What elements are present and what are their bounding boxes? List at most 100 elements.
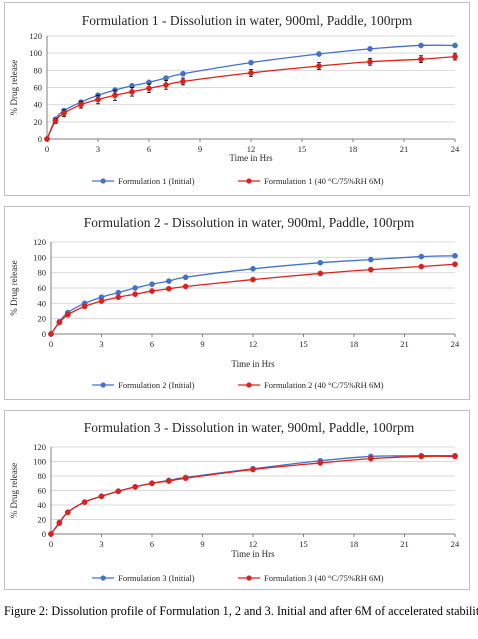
data-point <box>163 82 169 88</box>
data-point <box>418 56 424 63</box>
legend-marker <box>246 178 252 184</box>
x-axis-label: Time in Hrs <box>231 359 275 369</box>
data-point <box>64 509 71 516</box>
chart-svg-2: Formulation 2 - Dissolution in water, 90… <box>9 215 460 390</box>
x-tick-label: 6 <box>150 539 154 549</box>
y-tick-label: 0 <box>42 529 46 539</box>
legend-marker <box>246 575 252 581</box>
data-point <box>367 58 373 65</box>
x-tick-label: 21 <box>400 339 409 349</box>
data-point <box>64 311 71 318</box>
data-point <box>48 531 54 537</box>
data-point <box>248 59 254 66</box>
series-initial <box>44 42 458 142</box>
series-line <box>46 44 456 140</box>
chart-panel-formulation-2: Formulation 2 - Dissolution in water, 90… <box>4 206 470 400</box>
y-tick-label: 120 <box>29 31 42 41</box>
y-tick-label: 60 <box>34 83 43 93</box>
x-tick-label: 12 <box>249 539 258 549</box>
data-point <box>98 493 105 500</box>
x-tick-label: 3 <box>99 339 103 349</box>
data-point <box>115 294 122 301</box>
data-point <box>317 270 324 277</box>
data-point <box>44 136 50 142</box>
data-point <box>248 70 254 76</box>
data-point <box>163 75 169 81</box>
data-point <box>149 480 155 487</box>
x-tick-label: 6 <box>150 339 154 349</box>
x-axis-label: Time in Hrs <box>229 153 273 163</box>
data-point <box>165 478 172 484</box>
data-point <box>129 88 135 95</box>
legend-label: Formulation 3 (Initial) <box>118 573 195 583</box>
figure-caption: Figure 2: Dissolution profile of Formula… <box>4 604 478 618</box>
y-tick-label: 100 <box>29 48 42 58</box>
chart-svg-1: Formulation 1 - Dissolution in water, 90… <box>9 13 460 186</box>
legend-marker <box>100 178 106 184</box>
data-point <box>452 453 458 460</box>
y-tick-label: 20 <box>38 314 47 324</box>
y-tick-label: 100 <box>33 457 46 467</box>
x-tick-label: 24 <box>451 339 460 349</box>
data-point <box>180 78 186 85</box>
data-point <box>146 85 152 92</box>
data-point <box>418 453 425 460</box>
data-point <box>317 460 324 466</box>
y-axis-label: % Drug release <box>9 463 19 518</box>
data-point <box>367 266 374 273</box>
x-tick-label: 15 <box>299 539 308 549</box>
x-tick-label: 3 <box>96 144 100 154</box>
data-point <box>452 42 458 49</box>
legend-label: Formulation 2 (40 °C/75%RH 6M) <box>264 380 384 390</box>
x-tick-label: 15 <box>299 339 308 349</box>
x-tick-label: 6 <box>147 144 151 154</box>
chart-panel-formulation-1: Formulation 1 - Dissolution in water, 90… <box>4 2 470 196</box>
legend-item-initial: Formulation 2 (Initial) <box>92 380 195 390</box>
series-line <box>50 263 456 335</box>
x-tick-label: 21 <box>400 539 409 549</box>
data-point <box>149 281 155 288</box>
x-tick-label: 3 <box>99 539 103 549</box>
x-tick-label: 9 <box>200 339 204 349</box>
y-tick-label: 20 <box>38 515 47 525</box>
x-tick-label: 18 <box>349 144 358 154</box>
y-tick-label: 40 <box>34 100 43 110</box>
legend-label: Formulation 1 (Initial) <box>118 176 195 186</box>
data-point <box>78 101 84 108</box>
data-point <box>132 285 139 291</box>
data-point <box>95 96 101 103</box>
data-point <box>132 484 139 490</box>
y-tick-label: 120 <box>33 442 46 452</box>
series-stability <box>48 453 458 537</box>
data-point <box>81 303 88 310</box>
series-stability <box>48 261 458 337</box>
data-point <box>317 259 324 266</box>
x-tick-label: 21 <box>400 144 409 154</box>
data-point <box>52 118 59 124</box>
data-point <box>367 256 374 263</box>
data-point <box>418 253 425 260</box>
y-tick-label: 20 <box>34 117 43 127</box>
legend-label: Formulation 3 (40 °C/75%RH 6M) <box>264 573 384 583</box>
legend-item-stability: Formulation 3 (40 °C/75%RH 6M) <box>238 573 384 583</box>
data-point <box>112 92 118 99</box>
legend-marker <box>246 382 252 388</box>
data-point <box>418 263 425 270</box>
series-initial <box>48 452 458 537</box>
data-point <box>165 285 172 292</box>
x-tick-label: 24 <box>451 539 460 549</box>
y-tick-label: 60 <box>38 486 47 496</box>
y-tick-label: 40 <box>38 298 47 308</box>
data-point <box>250 276 256 283</box>
data-point <box>56 520 63 526</box>
series-stability <box>44 52 458 142</box>
legend-item-stability: Formulation 2 (40 °C/75%RH 6M) <box>238 380 384 390</box>
legend-marker <box>100 575 106 581</box>
x-tick-label: 12 <box>249 339 258 349</box>
y-tick-label: 80 <box>38 471 47 481</box>
series-initial <box>48 252 458 337</box>
x-tick-label: 12 <box>247 144 256 154</box>
y-tick-label: 40 <box>38 500 47 510</box>
legend-item-initial: Formulation 3 (Initial) <box>92 573 195 583</box>
data-point <box>61 110 67 117</box>
